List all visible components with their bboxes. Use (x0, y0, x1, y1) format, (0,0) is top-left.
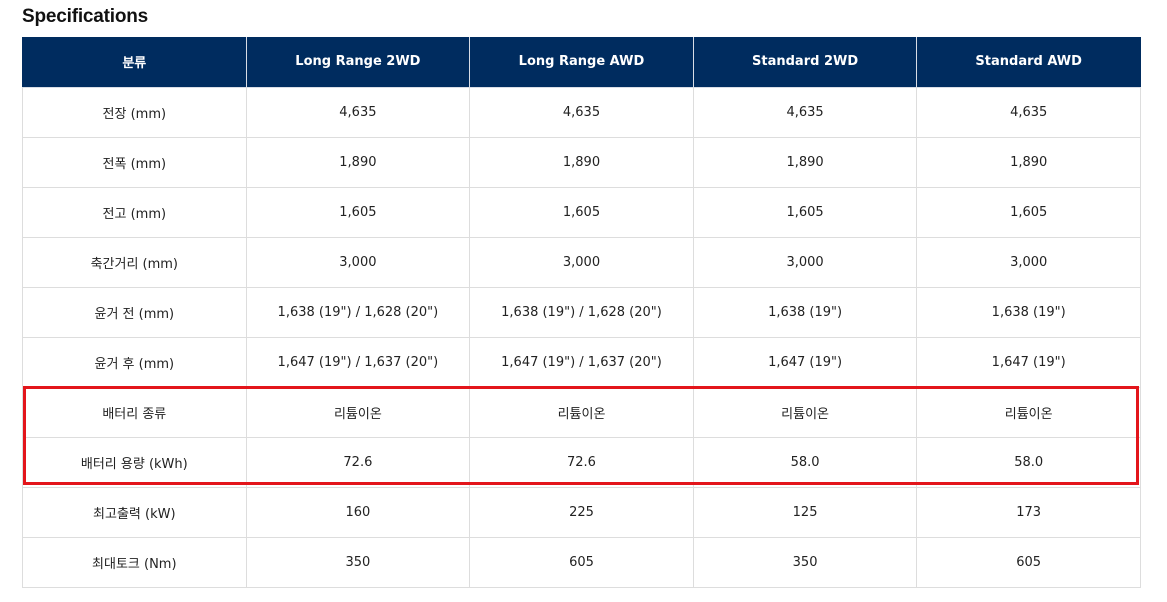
table-cell: 605 (916, 536, 1141, 588)
table-row-battery-type: 배터리 종류 리튬이온 리튬이온 리튬이온 리튬이온 (22, 386, 1141, 438)
table-cell: 225 (469, 486, 694, 538)
row-label: 전고 (mm) (22, 186, 247, 238)
table-cell: 4,635 (245, 86, 471, 138)
table-cell: 160 (245, 486, 471, 538)
table-cell: 3,000 (692, 236, 918, 288)
header-standard-awd: Standard AWD (916, 37, 1141, 88)
table-cell: 3,000 (245, 236, 471, 288)
table-cell: 1,890 (692, 136, 918, 188)
row-label: 축간거리 (mm) (22, 236, 247, 288)
table-cell: 리튬이온 (916, 386, 1141, 438)
header-standard-2wd: Standard 2WD (692, 37, 918, 88)
table-cell: 1,647 (19") / 1,637 (20") (245, 336, 471, 388)
table-cell: 350 (692, 536, 918, 588)
table-cell: 3,000 (916, 236, 1141, 288)
table-cell: 4,635 (469, 86, 694, 138)
table-cell: 리튬이온 (469, 386, 694, 438)
table-row: 최대토크 (Nm) 350 605 350 605 (22, 536, 1141, 588)
row-label: 최고출력 (kW) (22, 486, 247, 538)
table-cell: 72.6 (245, 436, 471, 488)
header-long-range-awd: Long Range AWD (469, 37, 694, 88)
row-label: 윤거 후 (mm) (22, 336, 247, 388)
row-label: 전폭 (mm) (22, 136, 247, 188)
table-cell: 1,605 (916, 186, 1141, 238)
table-cell: 173 (916, 486, 1141, 538)
table-cell: 1,890 (916, 136, 1141, 188)
table-header-row: 분류 Long Range 2WD Long Range AWD Standar… (22, 37, 1141, 88)
table-cell: 리튬이온 (245, 386, 471, 438)
row-label: 배터리 용량 (kWh) (22, 436, 247, 488)
specifications-table: 분류 Long Range 2WD Long Range AWD Standar… (22, 37, 1141, 588)
table-cell: 1,647 (19") / 1,637 (20") (469, 336, 694, 388)
header-category: 분류 (22, 37, 247, 88)
table-cell: 1,638 (19") (692, 286, 918, 338)
table-row: 축간거리 (mm) 3,000 3,000 3,000 3,000 (22, 236, 1141, 288)
header-long-range-2wd: Long Range 2WD (245, 37, 471, 88)
table-cell: 1,647 (19") (916, 336, 1141, 388)
table-cell: 1,890 (245, 136, 471, 188)
row-label: 전장 (mm) (22, 86, 247, 138)
row-label: 최대토크 (Nm) (22, 536, 247, 588)
table-cell: 1,890 (469, 136, 694, 188)
table-cell: 1,605 (469, 186, 694, 238)
table-cell: 1,605 (245, 186, 471, 238)
section-title: Specifications (22, 6, 149, 27)
table-row: 전폭 (mm) 1,890 1,890 1,890 1,890 (22, 136, 1141, 188)
table-cell: 58.0 (916, 436, 1141, 488)
table-cell: 350 (245, 536, 471, 588)
table-cell: 72.6 (469, 436, 694, 488)
table-row: 전고 (mm) 1,605 1,605 1,605 1,605 (22, 186, 1141, 238)
row-label: 배터리 종류 (22, 386, 247, 438)
table-row: 최고출력 (kW) 160 225 125 173 (22, 486, 1141, 538)
table-cell: 1,638 (19") / 1,628 (20") (245, 286, 471, 338)
table-row: 전장 (mm) 4,635 4,635 4,635 4,635 (22, 86, 1141, 138)
table-cell: 리튬이온 (692, 386, 918, 438)
table-cell: 605 (469, 536, 694, 588)
table-cell: 1,647 (19") (692, 336, 918, 388)
table-row-battery-capacity: 배터리 용량 (kWh) 72.6 72.6 58.0 58.0 (22, 436, 1141, 488)
table-cell: 1,605 (692, 186, 918, 238)
table-row: 윤거 전 (mm) 1,638 (19") / 1,628 (20") 1,63… (22, 286, 1141, 338)
table-cell: 125 (692, 486, 918, 538)
table-cell: 1,638 (19") (916, 286, 1141, 338)
table-cell: 1,638 (19") / 1,628 (20") (469, 286, 694, 338)
table-cell: 3,000 (469, 236, 694, 288)
table-cell: 4,635 (916, 86, 1141, 138)
table-cell: 58.0 (692, 436, 918, 488)
table-row: 윤거 후 (mm) 1,647 (19") / 1,637 (20") 1,64… (22, 336, 1141, 388)
row-label: 윤거 전 (mm) (22, 286, 247, 338)
table-cell: 4,635 (692, 86, 918, 138)
